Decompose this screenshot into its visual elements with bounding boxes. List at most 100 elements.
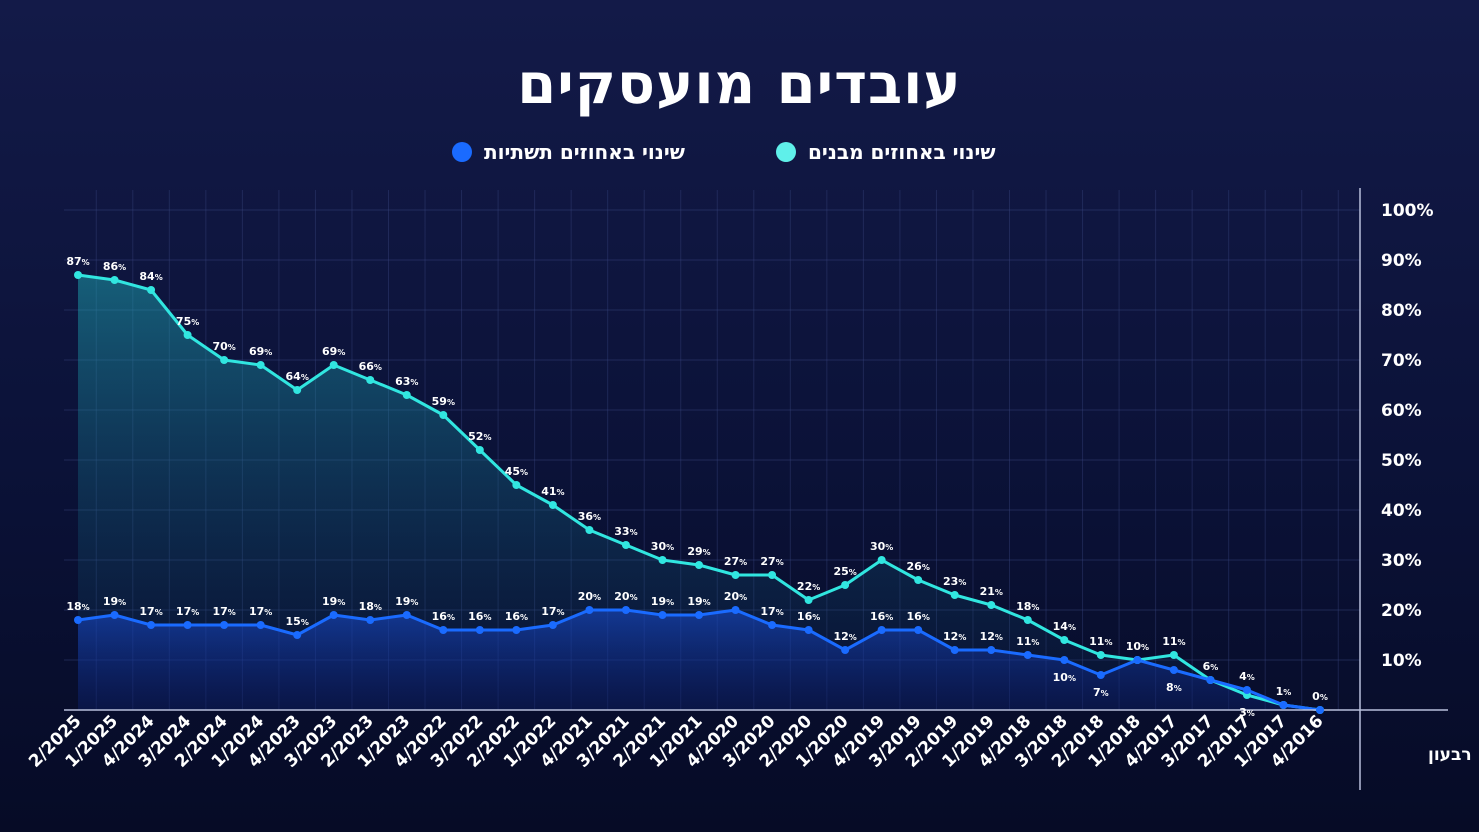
data-label: 30%	[870, 540, 893, 553]
data-point	[1023, 616, 1032, 624]
data-point	[877, 626, 886, 634]
data-point	[585, 606, 594, 614]
data-label: 84%	[139, 270, 162, 283]
data-point	[366, 616, 375, 624]
data-label: 19%	[687, 595, 710, 608]
y-tick-label: 80%	[1381, 301, 1422, 321]
data-point	[804, 596, 813, 604]
data-label: 20%	[614, 590, 637, 603]
data-point	[841, 581, 850, 589]
data-point	[1023, 651, 1032, 659]
legend-item-infrastructure[interactable]: שינוי באחוזים תשתיות	[452, 140, 685, 164]
series-area	[78, 610, 1320, 710]
data-point	[1060, 656, 1069, 664]
data-point	[475, 446, 484, 454]
data-point	[1169, 666, 1178, 674]
data-label: 27%	[724, 555, 747, 568]
data-label: 18%	[359, 600, 382, 613]
data-point	[1096, 671, 1105, 679]
data-label: 87%	[66, 255, 89, 268]
data-label: 18%	[1016, 600, 1039, 613]
data-point	[293, 631, 302, 639]
data-label: 16%	[505, 610, 528, 623]
legend-label-infrastructure: שינוי באחוזים תשתיות	[484, 140, 685, 164]
data-label: 16%	[432, 610, 455, 623]
legend: שינוי באחוזים מבנים שינוי באחוזים תשתיות	[0, 140, 1479, 172]
data-point	[1096, 651, 1105, 659]
data-label: 16%	[797, 610, 820, 623]
legend-marker-infrastructure	[452, 142, 472, 162]
data-point	[74, 271, 82, 279]
data-point	[987, 601, 996, 609]
data-point	[293, 386, 302, 394]
data-label: 21%	[980, 585, 1003, 598]
data-label: 70%	[212, 340, 235, 353]
data-point	[1242, 686, 1251, 694]
data-point	[74, 616, 82, 624]
data-point	[841, 646, 850, 654]
data-point	[256, 361, 265, 369]
data-label: 11%	[1162, 635, 1185, 648]
data-point	[914, 576, 923, 584]
data-point	[768, 571, 777, 579]
data-label: 41%	[541, 485, 564, 498]
data-point	[658, 611, 667, 619]
data-label: 75%	[176, 315, 199, 328]
data-label: 19%	[322, 595, 345, 608]
data-label: 25%	[833, 565, 856, 578]
data-label: 16%	[870, 610, 893, 623]
data-label: 0%	[1312, 690, 1328, 703]
data-label: 52%	[468, 430, 491, 443]
data-label: 8%	[1166, 681, 1182, 694]
data-point	[695, 561, 703, 569]
data-label: 20%	[724, 590, 747, 603]
data-label: 16%	[907, 610, 930, 623]
data-label: 11%	[1016, 635, 1039, 648]
data-point	[621, 541, 630, 549]
data-label: 17%	[541, 605, 564, 618]
y-tick-label: 30%	[1381, 551, 1422, 571]
data-label: 63%	[395, 375, 418, 388]
data-point	[220, 621, 229, 629]
data-point	[621, 606, 630, 614]
data-label: 19%	[103, 595, 126, 608]
data-point	[695, 611, 703, 619]
data-label: 22%	[797, 580, 820, 593]
data-label: 10%	[1053, 671, 1076, 684]
data-point	[987, 646, 996, 654]
data-label: 19%	[651, 595, 674, 608]
data-label: 12%	[943, 630, 966, 643]
data-label: 26%	[907, 560, 930, 573]
data-label: 4%	[1239, 670, 1255, 683]
data-label: 3%	[1239, 706, 1255, 719]
data-label: 10%	[1126, 640, 1149, 653]
area-fills	[78, 275, 1320, 710]
y-tick-label: 20%	[1381, 601, 1422, 621]
data-point	[147, 286, 156, 294]
data-label: 33%	[614, 525, 637, 538]
data-point	[877, 556, 886, 564]
data-label: 66%	[359, 360, 382, 373]
data-point	[402, 391, 411, 399]
chart-title: עובדים מועסקים	[517, 52, 962, 117]
data-point	[110, 276, 119, 284]
legend-item-buildings[interactable]: שינוי באחוזים מבנים	[776, 140, 996, 164]
data-label: 17%	[212, 605, 235, 618]
y-tick-label: 100%	[1381, 201, 1434, 221]
data-label: 36%	[578, 510, 601, 523]
data-point	[1279, 701, 1288, 709]
data-label: 59%	[432, 395, 455, 408]
x-axis-title: רבעון	[1428, 745, 1472, 765]
legend-marker-buildings	[776, 142, 796, 162]
data-label: 29%	[687, 545, 710, 558]
data-label: 45%	[505, 465, 528, 478]
data-point	[950, 646, 959, 654]
data-point	[256, 621, 265, 629]
data-point	[548, 501, 557, 509]
data-point	[658, 556, 667, 564]
data-point	[548, 621, 557, 629]
y-tick-label: 50%	[1381, 451, 1422, 471]
data-label: 17%	[760, 605, 783, 618]
y-tick-label: 10%	[1381, 651, 1422, 671]
